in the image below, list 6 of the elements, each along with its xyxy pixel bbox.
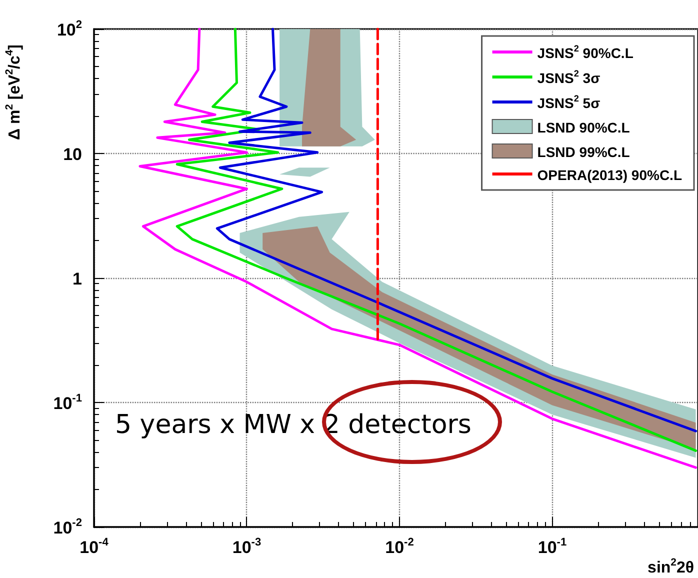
legend-label: OPERA(2013) 90%C.L (537, 167, 682, 183)
legend-label: LSND 99%C.L (537, 144, 630, 160)
y-tick-label: 10 (63, 145, 82, 164)
y-tick-label: 1 (72, 270, 82, 288)
y-axis-title: Δ m2 [eV2/c4] (4, 44, 24, 140)
legend-label: LSND 90%C.L (537, 120, 630, 136)
